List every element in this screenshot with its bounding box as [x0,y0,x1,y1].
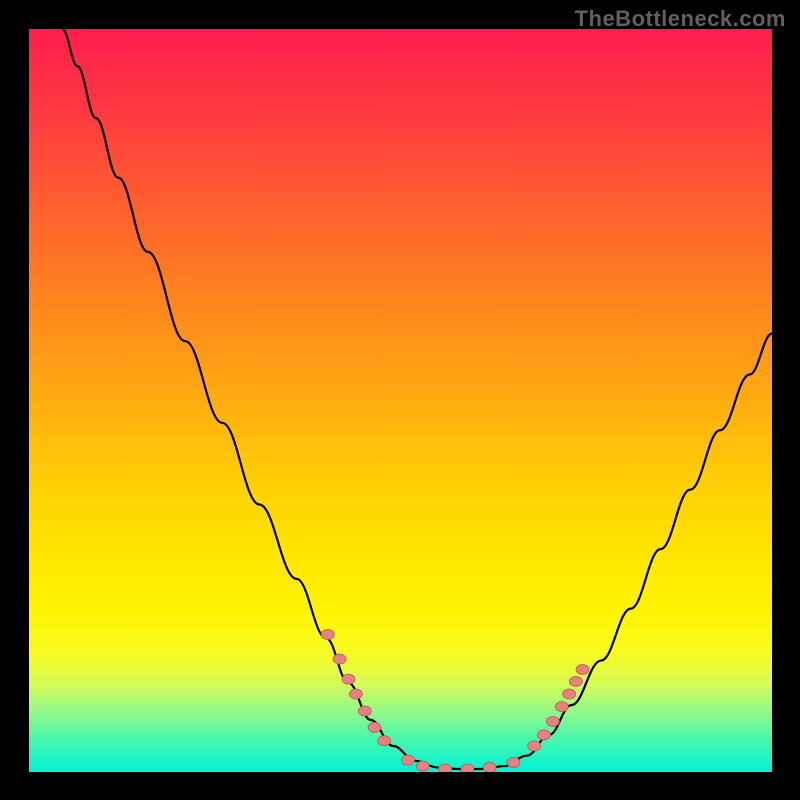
data-marker [358,706,371,716]
data-marker [342,674,355,684]
data-marker [401,755,414,765]
data-marker [546,716,559,726]
gradient-background [29,29,772,772]
data-marker [576,664,589,674]
data-marker [439,764,452,772]
data-marker [507,757,520,767]
plot-area [29,29,772,772]
data-marker [368,722,381,732]
data-marker [378,736,391,746]
data-marker [321,630,334,640]
data-marker [528,741,541,751]
data-marker [537,730,550,740]
data-marker [349,689,362,699]
data-marker [333,654,346,664]
data-marker [461,764,474,772]
data-marker [569,676,582,686]
chart-container: TheBottleneck.com [0,0,800,800]
data-marker [555,702,568,712]
data-marker [563,689,576,699]
data-marker [483,763,496,772]
data-marker [416,761,429,771]
chart-svg [29,29,772,772]
